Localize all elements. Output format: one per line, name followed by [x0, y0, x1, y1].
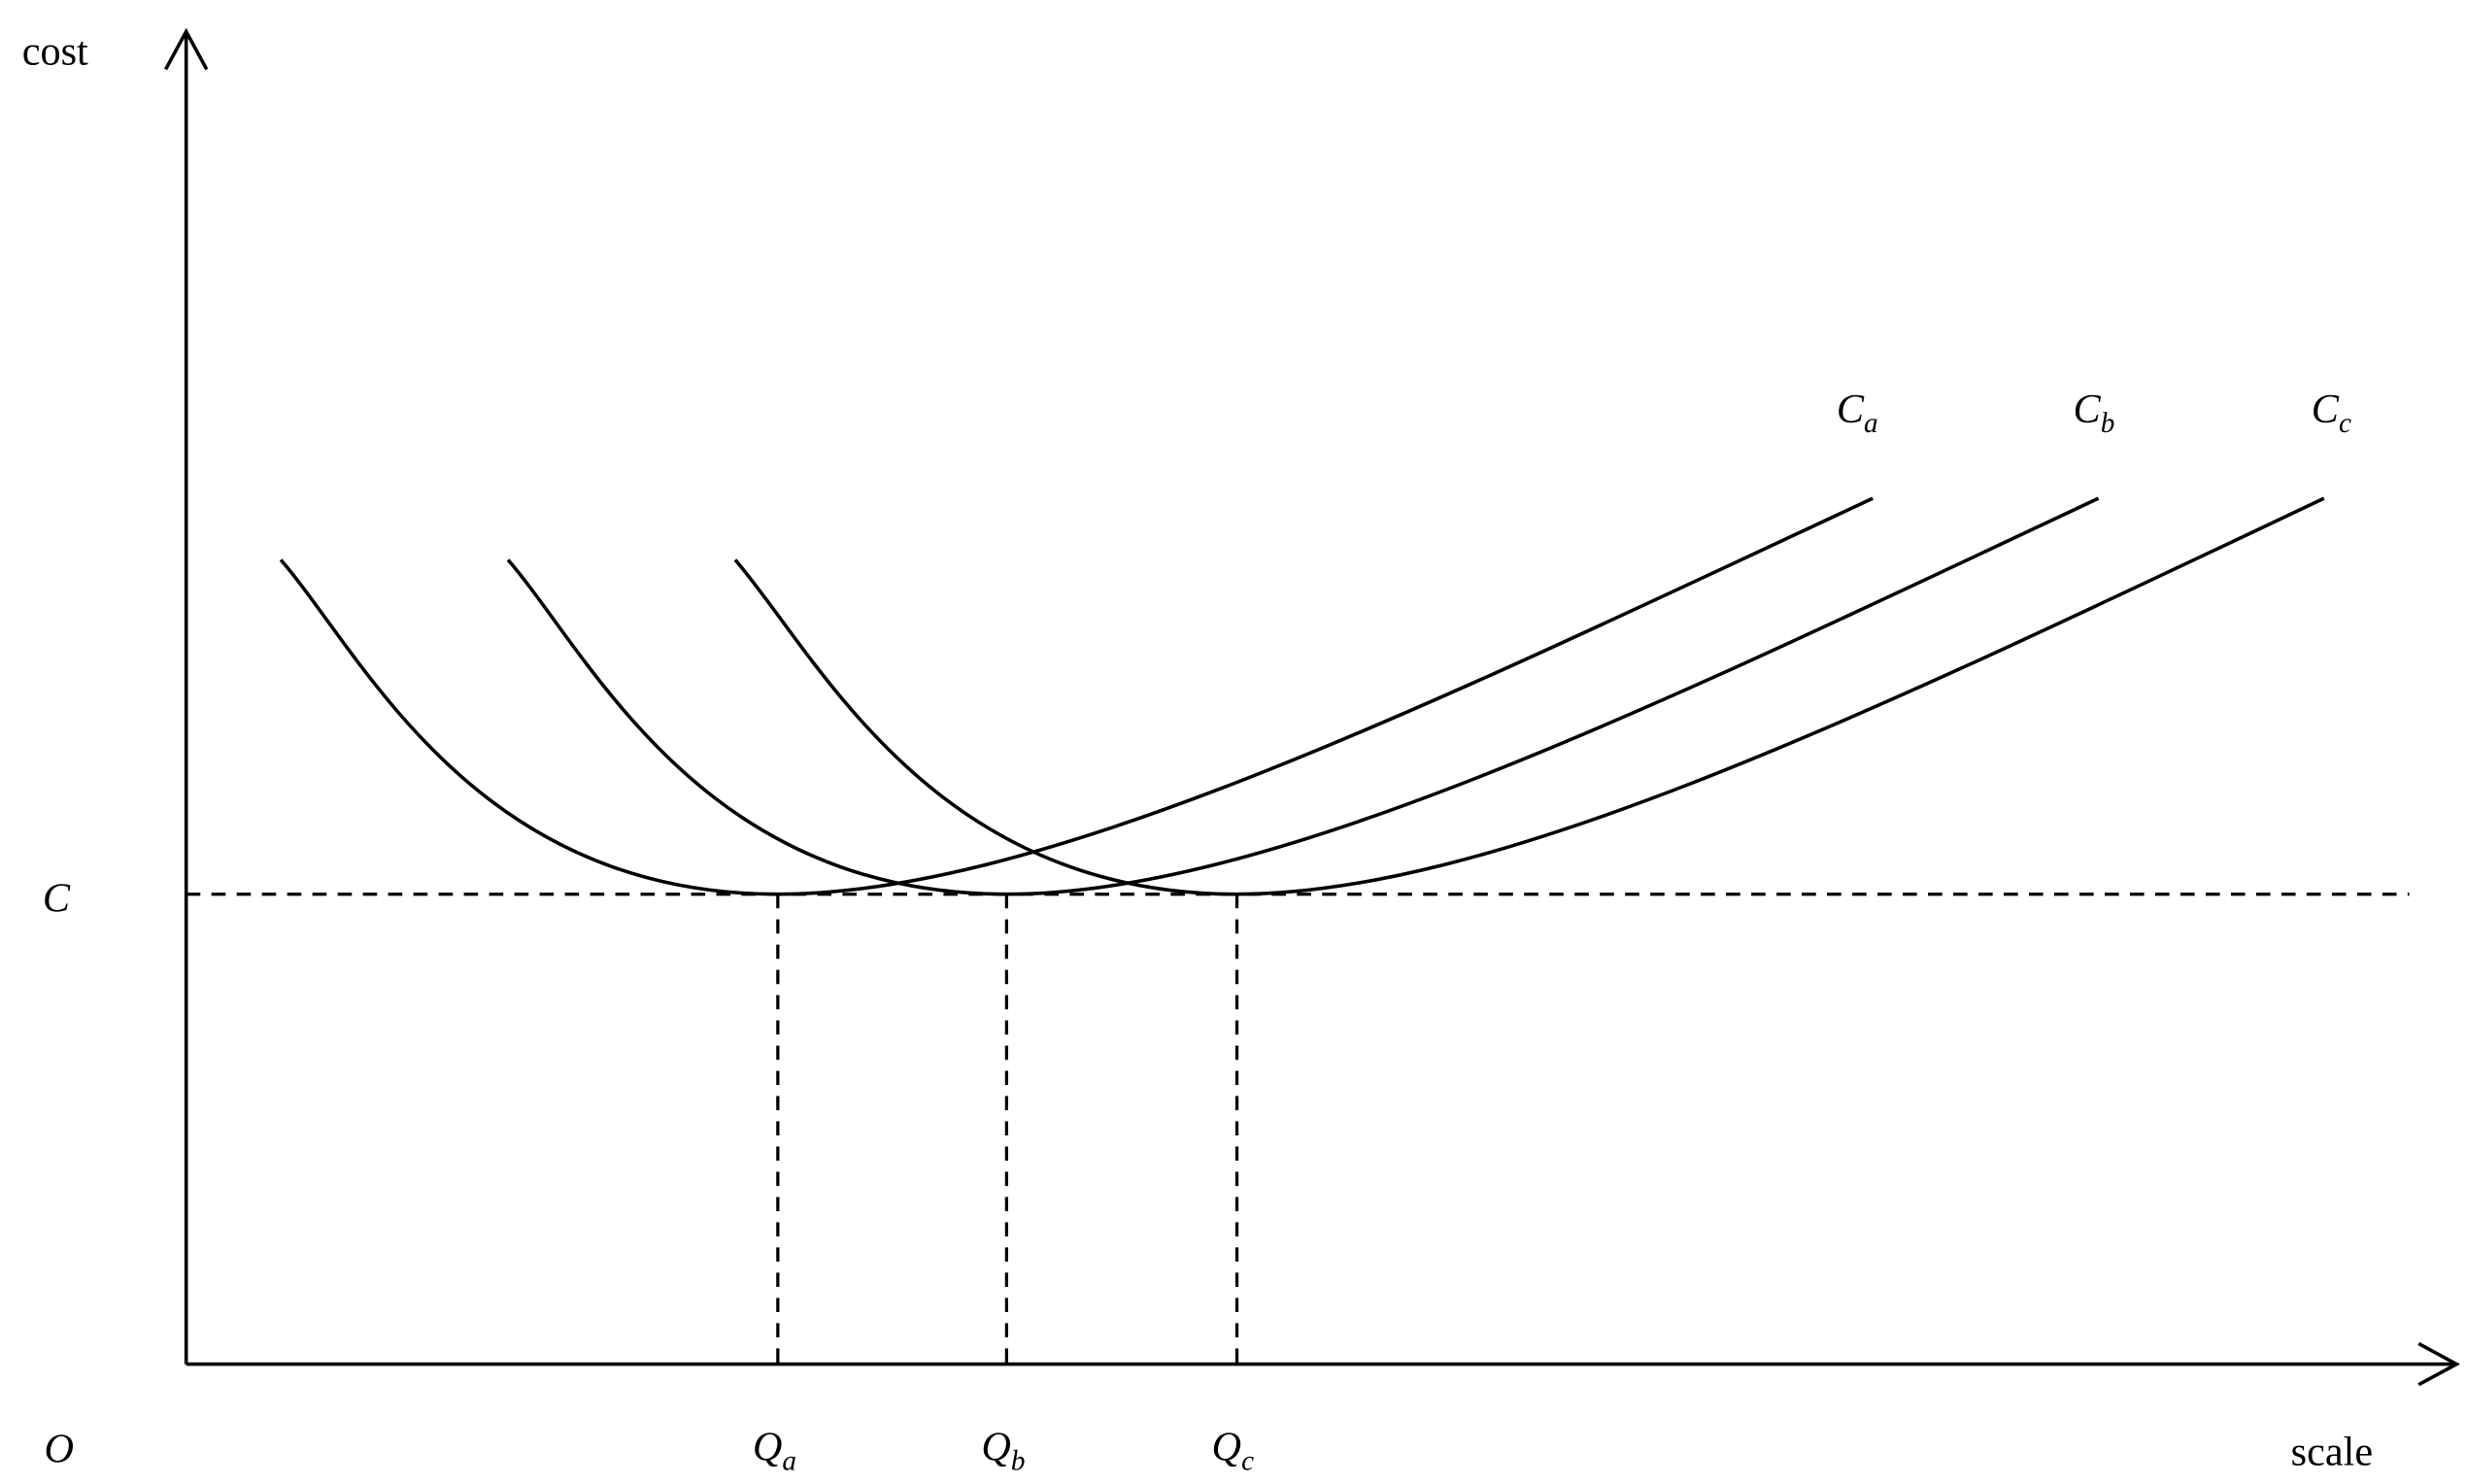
y-axis-label: cost [22, 29, 88, 75]
quantity-label-sub: b [1011, 1445, 1026, 1476]
curve-label-main: C [1837, 387, 1865, 432]
quantity-label-sub: a [782, 1445, 796, 1476]
curve-label-main: C [2312, 387, 2340, 432]
quantity-label: Qc [1212, 1425, 1255, 1477]
x-axis-label: scale [2291, 1430, 2373, 1475]
curve-label: Cb [2074, 387, 2115, 439]
curve-label-main: C [2074, 387, 2102, 432]
curve-label-sub: a [1864, 408, 1878, 439]
curve-c [733, 496, 2325, 896]
y-axis-arrow [163, 27, 209, 71]
quantity-label-main: Q [1212, 1425, 1242, 1470]
curve-b [506, 496, 2100, 896]
level-label: C [43, 876, 71, 922]
curve-label: Ca [1837, 387, 1878, 439]
x-axis-arrow [2417, 1341, 2461, 1387]
curve-label: Cc [2312, 387, 2351, 439]
origin-label: O [44, 1426, 74, 1471]
curve-label-sub: b [2101, 408, 2115, 439]
curve-a [279, 496, 1874, 896]
quantity-label-main: Q [981, 1425, 1011, 1470]
quantity-label: Qb [981, 1425, 1025, 1477]
quantity-label-sub: c [1241, 1445, 1254, 1476]
quantity-label-main: Q [753, 1425, 783, 1470]
curve-label-sub: c [2339, 408, 2351, 439]
quantity-label: Qa [753, 1425, 796, 1477]
